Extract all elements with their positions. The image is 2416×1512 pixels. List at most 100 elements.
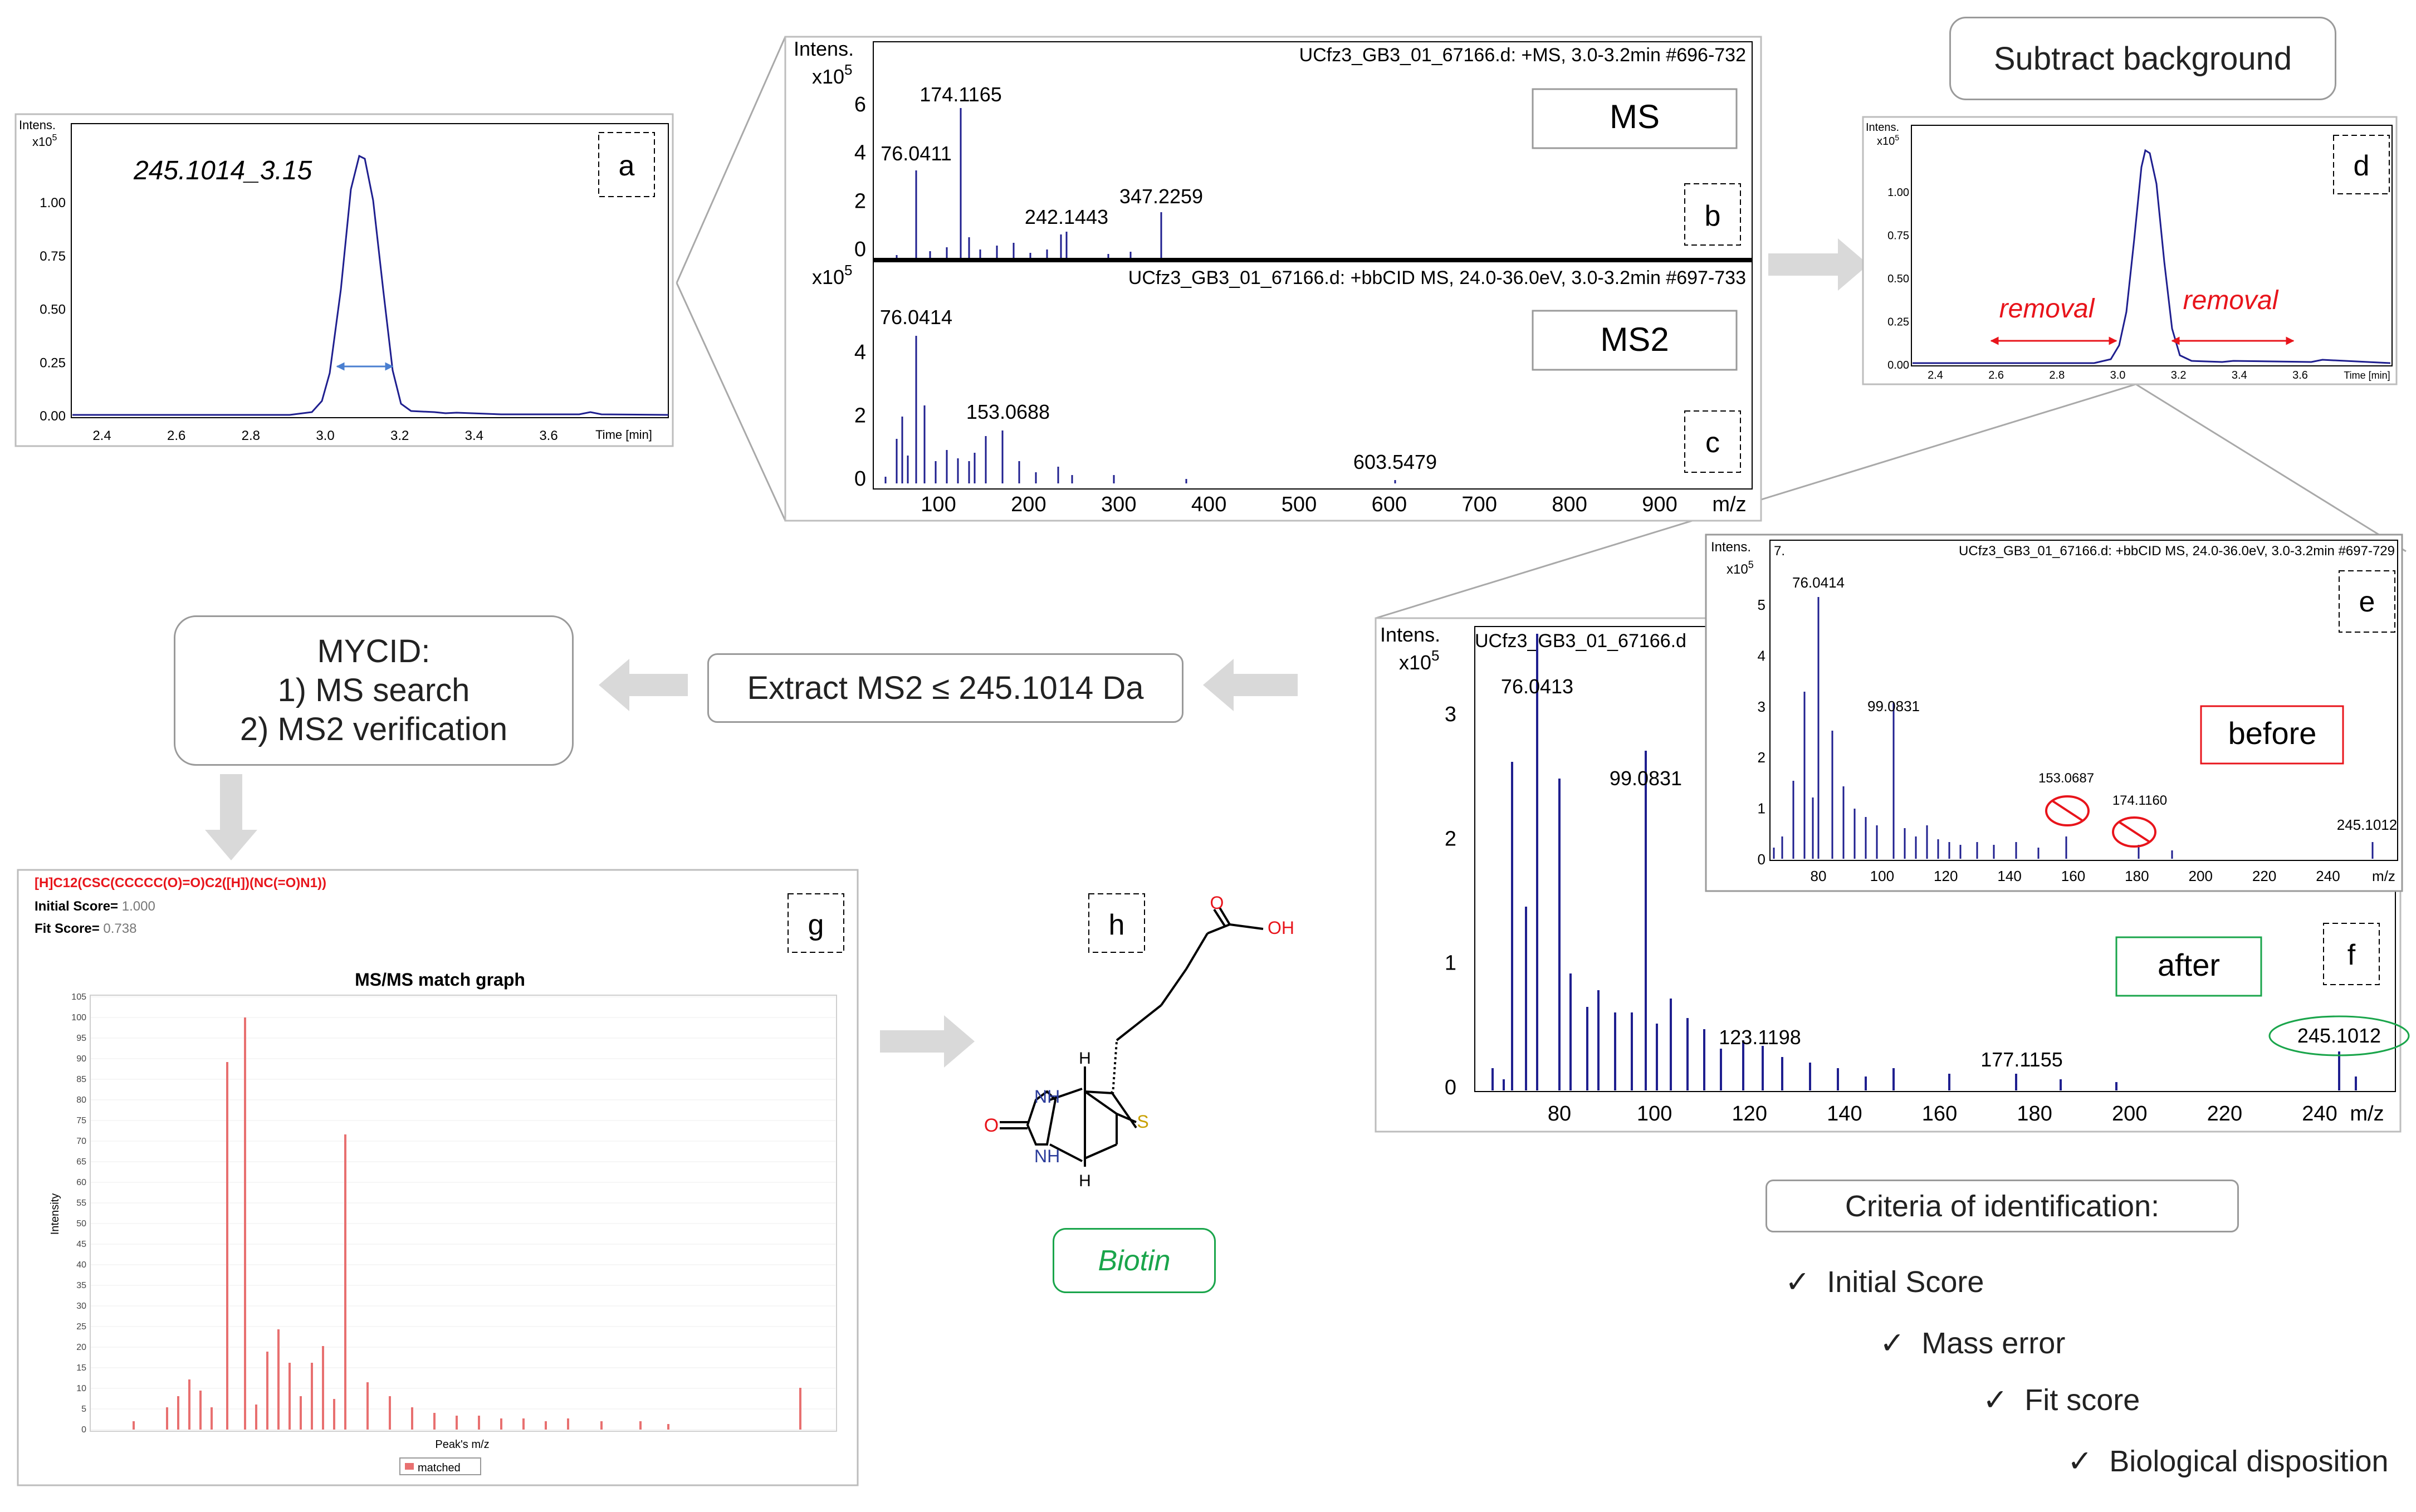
panel-g-ytick: 60: [76, 1178, 86, 1187]
panel-f-peak-1: 76.0413: [1501, 675, 1573, 698]
panel-c-xlabel: m/z: [1712, 493, 1746, 516]
panel-c-ytick: 2: [854, 404, 866, 428]
panel-d-ytick: 0.25: [1887, 316, 1909, 329]
panel-f-peak-3: 123.1198: [1719, 1026, 1801, 1049]
biotin-h-bottom: H: [1079, 1172, 1091, 1190]
panel-b-header: UCfz3_GB3_01_67166.d: +MS, 3.0-3.2min #6…: [1299, 45, 1746, 66]
panel-e-peak-2: 99.0831: [1867, 698, 1920, 715]
mycid-box: MYCID: 1) MS search 2) MS2 verification: [174, 615, 574, 766]
panel-g-ytick: 25: [76, 1322, 86, 1332]
panel-b-yexp: x105: [812, 61, 853, 88]
panel-e-xtick: 80: [1811, 868, 1827, 884]
panel-e-box: before: [2228, 716, 2317, 751]
panel-f-peak-4: 177.1155: [1980, 1048, 2062, 1071]
panel-b-peak-3: 347.2259: [1119, 185, 1203, 208]
panel-c-box: MS2: [1600, 321, 1669, 358]
criteria-item-label: Biological disposition: [2109, 1445, 2389, 1478]
criteria-item: ✓ Initial Score: [1785, 1264, 1984, 1299]
panel-e-header: UCfz3_GB3_01_67166.d: +bbCID MS, 24.0-36…: [1959, 544, 2395, 559]
panel-g-ytick: 40: [76, 1260, 86, 1270]
check-icon: ✓: [1880, 1327, 1905, 1360]
panel-b-peak-4: 242.1443: [1025, 205, 1108, 228]
panel-f-peak-highlight: [2268, 1015, 2410, 1056]
panel-e-xtick: 140: [1997, 868, 2021, 884]
extract-ms2-box: Extract MS2 ≤ 245.1014 Da: [707, 653, 1183, 723]
removed-peak-icon: [2112, 816, 2156, 848]
panel-a-xtick: 2.4: [92, 428, 111, 443]
panel-c-xtick: 900: [1642, 493, 1677, 516]
panel-d-xtick: 3.2: [2171, 369, 2187, 381]
panel-d-ytick: 0.00: [1887, 359, 1909, 371]
panel-b-peak-2: 76.0411: [881, 142, 951, 165]
panel-g-ytick: 95: [76, 1034, 86, 1043]
flow-arrows: [205, 238, 1869, 1068]
panel-e-peak-4: 174.1160: [2112, 793, 2167, 808]
panel-a-xtick: 3.2: [390, 428, 409, 443]
panel-g-ytick: 30: [76, 1301, 86, 1311]
panel-g-ytick: 80: [76, 1095, 86, 1105]
panel-c-header: UCfz3_GB3_01_67166.d: +bbCID MS, 24.0-36…: [1128, 267, 1746, 288]
panel-g-label: g: [808, 909, 824, 941]
panel-e-peak-5: 245.1012: [2337, 816, 2397, 833]
panel-g-xlabel: Peak's m/z: [435, 1438, 489, 1451]
panel-g-ytick: 45: [76, 1240, 86, 1249]
panel-f-ytick: 2: [1445, 827, 1456, 850]
panel-f-yaxis: Intens.: [1380, 623, 1440, 646]
panel-f-ytick: 0: [1445, 1076, 1456, 1099]
biotin-o-acid: O: [1210, 893, 1224, 913]
panel-a-label: a: [619, 150, 635, 182]
panel-d-chromatogram: Intens. x105 1.00 0.75 0.50 0.25 0.00 2.4 2.6…: [1862, 116, 2398, 385]
panel-e-ytick: 1: [1758, 800, 1765, 817]
check-icon: ✓: [1983, 1383, 2008, 1417]
panel-g-ytick: 35: [76, 1281, 86, 1290]
panel-a-xlabel: Time [min]: [595, 428, 652, 442]
panel-d-ytick: 0.50: [1887, 273, 1909, 285]
panel-f-xtick: 100: [1637, 1102, 1672, 1126]
biotin-nh-top: NH: [1034, 1087, 1060, 1107]
panel-f-peak-5: 245.1012: [2297, 1024, 2381, 1047]
panel-f-xtick: 240: [2302, 1102, 2337, 1126]
biotin-nh-bottom: NH: [1034, 1146, 1060, 1166]
panel-e-xtick: 120: [1934, 868, 1958, 884]
panel-d-yaxis: Intens.: [1866, 121, 1899, 134]
panel-c-xtick: 200: [1011, 493, 1046, 516]
check-icon: ✓: [2067, 1445, 2093, 1478]
panel-c-xtick: 300: [1101, 493, 1136, 516]
panel-g-ytick: 15: [76, 1363, 86, 1373]
panel-g-ytick: 70: [76, 1137, 86, 1146]
panel-a-xtick: 3.0: [316, 428, 334, 443]
arrow-down: [205, 774, 257, 860]
panel-b-ytick: 4: [854, 141, 866, 165]
subtract-background-box: Subtract background: [1949, 17, 2336, 100]
panel-g-title: MS/MS match graph: [355, 970, 525, 990]
panel-a-ytick: 0.00: [40, 409, 66, 424]
panel-e-xtick: 240: [2316, 868, 2340, 884]
panel-a-ytick: 0.25: [40, 355, 66, 370]
panel-c-yexp: x105: [812, 262, 853, 288]
panel-h-label: h: [1109, 909, 1125, 941]
panel-g-ytick: 20: [76, 1343, 86, 1352]
panel-e-spectrum: Intens. x105 7. UCfz3_GB3_01_67166.d: +b…: [1705, 534, 2403, 892]
biotin-oh: OH: [1268, 918, 1294, 938]
panel-e-xtick: 180: [2125, 868, 2149, 884]
panel-d-removal-left: removal: [1999, 294, 2095, 324]
panel-f-xlabel: m/z: [2350, 1102, 2384, 1126]
criteria-box: Criteria of identification:: [1765, 1180, 2239, 1232]
panel-c-xtick: 500: [1282, 493, 1317, 516]
panel-g-ytick: 105: [71, 992, 86, 1002]
panel-a-chromatogram: Intens. x105 1.00 0.75 0.50 0.25 0.00 2.4 2.6…: [14, 113, 674, 447]
panel-f-label: f: [2347, 939, 2356, 971]
panel-d-trace: [1913, 149, 2391, 364]
panel-d-xtick: 2.6: [1988, 369, 2004, 381]
panel-f-xtick: 180: [2017, 1102, 2052, 1126]
arrow-left-1: [1203, 659, 1298, 711]
panel-e-yaxis: Intens.: [1711, 540, 1751, 555]
panel-e-ytick: 3: [1758, 698, 1765, 715]
panel-g-ytick: 55: [76, 1198, 86, 1208]
mycid-step-1: 1) MS search: [277, 672, 470, 708]
panel-c-peak-2: 153.0688: [966, 400, 1050, 423]
criteria-item: ✓ Fit score: [1983, 1382, 2140, 1417]
panel-g-ylabel: Intensity: [49, 1193, 61, 1235]
panel-b-box: MS: [1610, 98, 1660, 135]
